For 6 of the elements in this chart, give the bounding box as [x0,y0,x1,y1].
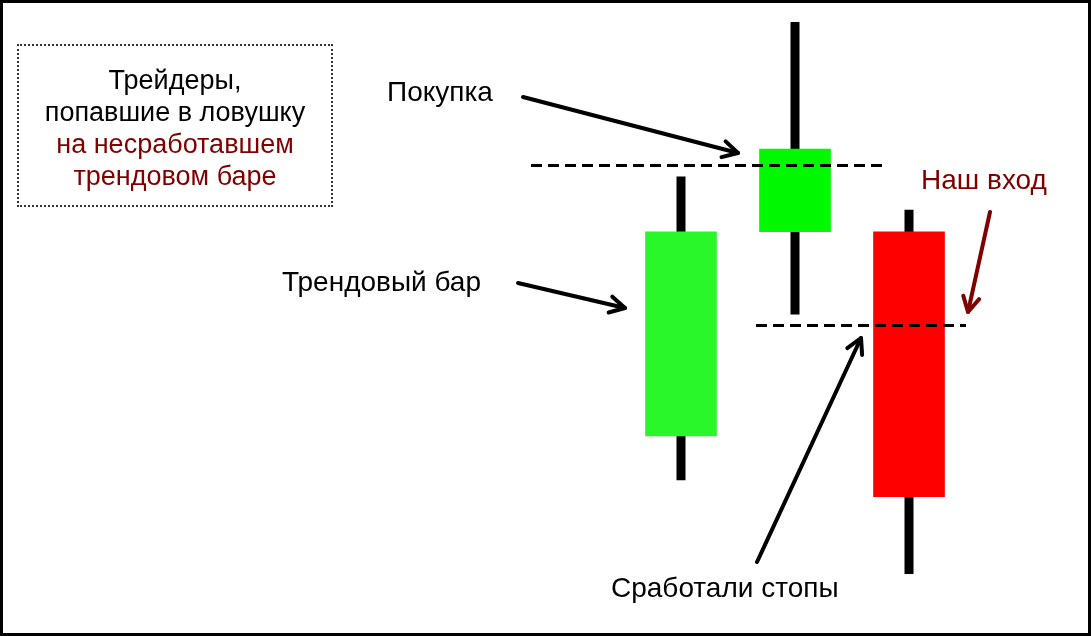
text: Наш вход [921,164,1047,196]
text: Трендовый бар [282,266,482,298]
text: Покупка [387,76,493,108]
text: Трейдеры, попавшие в ловушку [43,64,307,128]
annotation: Сработали стопы [611,572,839,604]
text: на несработавшем трендовом баре [55,128,295,192]
